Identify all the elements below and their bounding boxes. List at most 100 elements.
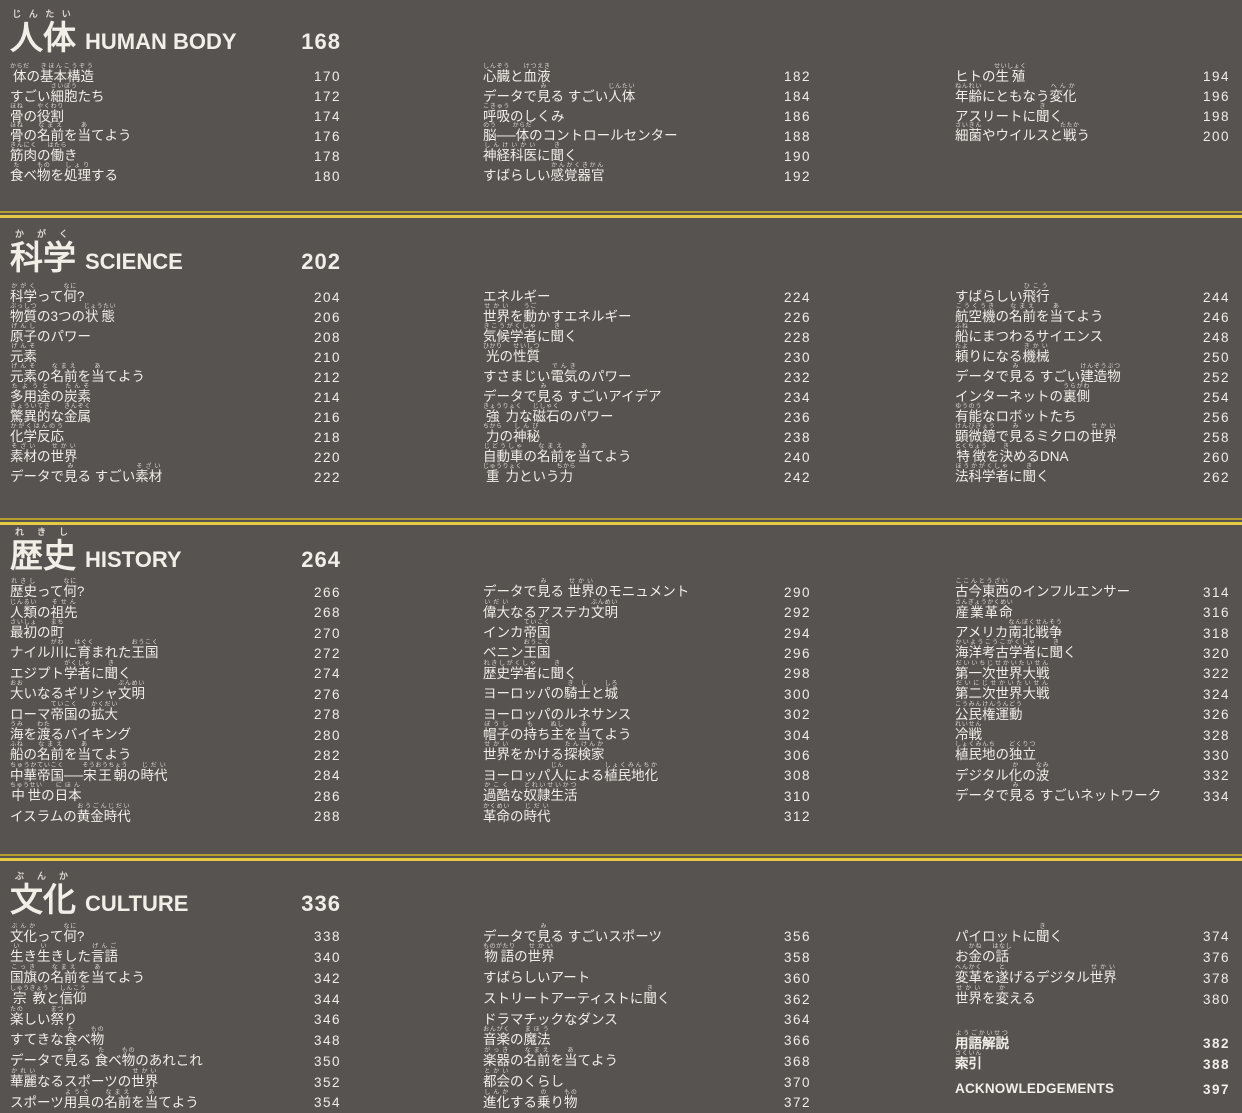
entry-page-number: 256 xyxy=(1202,409,1230,425)
toc-entry: すてきな食たべ物もの 348 xyxy=(10,1027,341,1048)
section-title-japanese: 文化ぶんか xyxy=(10,871,76,918)
toc-entry: 元素げんその名前なまえを当あてよう 212 xyxy=(10,364,341,384)
entry-title: 物質ぶっしつの3つの状態じょうたい xyxy=(10,303,117,324)
toc-entry: 光ひかりの性質せいしつ 230 xyxy=(483,344,811,364)
toc-entry: 顕微鏡けんびきょうで見みるミクロの世界せかい 258 xyxy=(955,424,1230,444)
entry-columns: 歴史れきしって何なに? 266 人類じんるいの祖先そせん 268 最初さいしょの町まち 2… xyxy=(10,579,1242,824)
entry-page-number: 282 xyxy=(313,748,341,764)
entry-title: 神経科医しんけいかいに聞きく xyxy=(483,143,578,164)
toc-entry: ナイル川がわに育はぐくまれた王国おうこく 272 xyxy=(10,640,341,660)
entry-title: ストリートアーティストに聞きく xyxy=(483,985,671,1006)
toc-entry: 驚異的きょういてきな金属きんぞく 216 xyxy=(10,404,341,424)
toc-entry: 物語ものがたりの世界せかい 358 xyxy=(483,944,811,965)
entry-title: 中華帝国ちゅうかていこく──宋王朝そうおうちょうの時代じだい xyxy=(10,762,168,783)
entry-page-number: 216 xyxy=(313,409,341,425)
toc-entry: 世界せかいを動うごかすエネルギー 226 xyxy=(483,304,811,324)
entry-page-number: 244 xyxy=(1202,289,1230,305)
toc-entry: 心臓しんぞうと血液けつえき 182 xyxy=(483,64,811,84)
entry-page-number: 246 xyxy=(1202,309,1230,325)
separator-thick-line xyxy=(0,858,1242,861)
entry-page-number: 180 xyxy=(313,168,341,184)
entry-page-number: 242 xyxy=(783,469,811,485)
entry-page-number: 270 xyxy=(313,625,341,641)
entry-title: 用語解説ようごかいせつ xyxy=(955,1030,1009,1051)
entry-page-number: 358 xyxy=(783,950,811,965)
entry-page-number: 294 xyxy=(783,625,811,641)
section-page-number: 336 xyxy=(301,891,341,916)
entry-page-number: 356 xyxy=(783,929,811,945)
entry-title: データで見みる 食たべ物もののあれこれ xyxy=(10,1048,203,1069)
entry-title: アメリカ南北戦争なんぼくせんそう xyxy=(955,620,1063,640)
entry-title: 楽たのしい祭まつり xyxy=(10,1006,78,1027)
toc-entry: 物質ぶっしつの3つの状態じょうたい 206 xyxy=(10,304,341,324)
entry-title: データで見みる すごい素材そざい xyxy=(10,464,163,485)
entry-page-number: 332 xyxy=(1202,768,1230,784)
entry-page-number: 172 xyxy=(313,89,341,105)
entry-column-2: データで見みる 世界せかいのモニュメント 290 偉大いだいなるアステカ文明ぶんめい… xyxy=(483,579,811,824)
toc-entry: 船ふねの名前なまえを当あてよう 282 xyxy=(10,742,341,762)
section-title: 文化ぶんか CULTURE xyxy=(10,871,188,916)
entry-title: 世界せかいを変かえる xyxy=(955,985,1036,1006)
entry-title: 大おおいなるギリシャ文明ぶんめい xyxy=(10,681,145,702)
toc-entry: 素材そざいの世界せかい 220 xyxy=(10,444,341,464)
entry-title: 食たべ物ものを処理しょりする xyxy=(10,163,118,184)
entry-title: すばらしいアート xyxy=(483,970,591,986)
entry-page-number: 262 xyxy=(1202,469,1230,485)
entry-page-number: 370 xyxy=(783,1074,811,1090)
section-page-number: 168 xyxy=(301,29,341,54)
entry-title: 歴史れきしって何なに? xyxy=(10,579,85,600)
toc-entry: 都会とかいのくらし 370 xyxy=(483,1068,811,1089)
entry-page-number: 228 xyxy=(783,329,811,345)
toc-entry: エジプト学者がくしゃに聞きく 274 xyxy=(10,661,341,681)
entry-title: すばらしい感覚器官かんかくきかん xyxy=(483,163,605,184)
entry-title: スポーツ用具ようぐの名前なまえを当あてよう xyxy=(10,1089,199,1110)
toc-entry: 古今東西ここんとうざいのインフルエンサー 314 xyxy=(955,579,1230,599)
entry-page-number: 362 xyxy=(783,991,811,1007)
toc-entry: アメリカ南北戦争なんぼくせんそう 318 xyxy=(955,620,1230,640)
entry-page-number: 226 xyxy=(783,309,811,325)
entry-title: 世界せかいをかける探検家たんけんか xyxy=(483,742,605,763)
entry-column-2: データで見みる すごいスポーツ 356 物語ものがたりの世界せかい 358 すばらしいア… xyxy=(483,923,811,1110)
toc-entry: 産業革命さんぎょうかくめい 316 xyxy=(955,599,1230,620)
toc-entry: ドラマチックなダンス 364 xyxy=(483,1006,811,1027)
toc-entry: 強力きょうりょくな磁石じしゃくのパワー 236 xyxy=(483,404,811,424)
entry-page-number: 306 xyxy=(783,748,811,764)
toc-entry: 船ふねにまつわるサイエンス 248 xyxy=(955,324,1230,344)
entry-columns: 体からだの基本構造きほんこうぞう 170 すごい細胞さいぼうたち 172 骨ほねの役割や… xyxy=(10,64,1242,183)
entry-page-number: 194 xyxy=(1202,69,1230,85)
toc-entry: 神経科医しんけいかいに聞きく 190 xyxy=(483,143,811,164)
entry-title: 進化しんかする乗のり物もの xyxy=(483,1089,578,1110)
entry-title: 海うみを渡わたるバイキング xyxy=(10,721,132,742)
entry-title: 体からだの基本構造きほんこうぞう xyxy=(10,63,94,84)
entry-page-number: 208 xyxy=(313,329,341,345)
toc-entry: 自動車じどうしゃの名前なまえを当あてよう 240 xyxy=(483,444,811,464)
entry-title: 船ふねにまつわるサイエンス xyxy=(955,323,1104,344)
entry-title: ヨーロッパのルネサンス xyxy=(483,706,632,722)
toc-entry: 食たべ物ものを処理しょりする 180 xyxy=(10,163,341,183)
entry-title: 変革へんかくを遂とげるデジタル世界せかい xyxy=(955,965,1117,986)
toc-entry: データで見みる 世界せかいのモニュメント 290 xyxy=(483,579,811,599)
toc-entry: 中世ちゅうせいの日本にほん 286 xyxy=(10,783,341,803)
separator-thick-line xyxy=(0,522,1242,525)
section-separator-rule xyxy=(0,854,1242,861)
entry-page-number: 310 xyxy=(783,788,811,804)
entry-title: 光ひかりの性質せいしつ xyxy=(483,344,540,365)
entry-column-3: 古今東西ここんとうざいのインフルエンサー 314 産業革命さんぎょうかくめい 316 ア… xyxy=(955,579,1230,824)
entry-title: 元素げんその名前なまえを当あてよう xyxy=(10,364,145,385)
entry-page-number: 330 xyxy=(1202,748,1230,764)
toc-entry: ACKNOWLEDGEMENTS 397 xyxy=(955,1076,1230,1097)
entry-page-number: 366 xyxy=(783,1033,811,1048)
toc-entry: 筋肉きんにくの働はたらき 178 xyxy=(10,143,341,164)
entry-page-number: 286 xyxy=(313,788,341,804)
entry-column-1: 体からだの基本構造きほんこうぞう 170 すごい細胞さいぼうたち 172 骨ほねの役割や… xyxy=(10,64,341,183)
toc-entry: 歴史学者れきしがくしゃに聞きく 298 xyxy=(483,661,811,681)
entry-page-number: 326 xyxy=(1202,707,1230,723)
section-separator-rule xyxy=(0,518,1242,525)
toc-entry: 脳のう──体からだのコントロールセンター 188 xyxy=(483,123,811,144)
toc-entry: 元素げんそ 210 xyxy=(10,344,341,364)
entry-title: ドラマチックなダンス xyxy=(483,1011,618,1027)
toc-entry: ヒトの生殖せいしょく 194 xyxy=(955,64,1230,84)
toc-entry: インターネットの裏側うらがわ 254 xyxy=(955,384,1230,404)
entry-title: 驚異的きょういてきな金属きんぞく xyxy=(10,404,91,425)
toc-entry: エネルギー 224 xyxy=(483,284,811,304)
